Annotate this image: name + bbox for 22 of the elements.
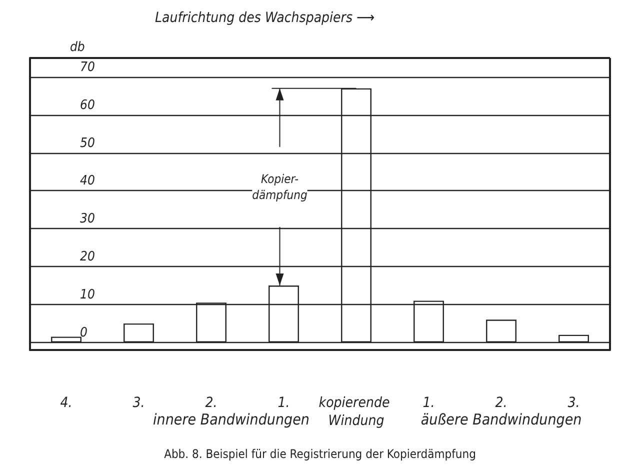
x-tick-label: 1.	[422, 395, 435, 411]
x-tick-label: kopierende Windung	[318, 395, 394, 429]
x-tick-label: 3.	[132, 395, 145, 411]
y-tick-label: 10	[80, 287, 95, 302]
annotation: Kopier-dämpfung	[252, 172, 308, 202]
x-tick-label: 2.	[205, 395, 218, 411]
chart-title: Laufrichtung des Wachspapiers ⟶	[155, 10, 375, 26]
text: innere Bandwindungen	[153, 410, 310, 428]
y-tick-label: 60	[80, 98, 95, 113]
y-tick-label: 20	[80, 250, 95, 265]
x-tick-label: 4.	[60, 395, 72, 411]
x-tick-label: 1.	[278, 395, 290, 411]
y-tick-label: 30	[80, 212, 95, 227]
x-tick-label: 3.	[568, 395, 580, 411]
x-tick-label: 2.	[495, 395, 508, 411]
y-tick-label: 70	[80, 60, 95, 75]
y-tick-label: 50	[80, 136, 95, 151]
y-axis-title: db	[70, 40, 85, 55]
caption: Abb. 8. Beispiel für die Registrierung der Kopierdämpfung	[164, 447, 476, 461]
y-tick-label: 40	[80, 174, 95, 189]
y-tick-label: 0	[80, 325, 88, 340]
text: äußere Bandwindungen	[420, 410, 582, 428]
